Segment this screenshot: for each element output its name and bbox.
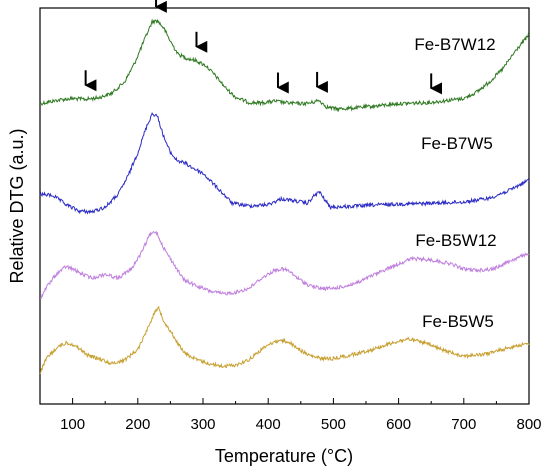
series-layer (39, 18, 530, 374)
series-label-fe-b7w12: Fe-B7W12 (414, 35, 495, 54)
x-tick-label: 200 (125, 416, 150, 433)
x-axis: 100 200 300 400 500 600 700 800 (39, 398, 542, 433)
x-tick-label: 400 (256, 416, 281, 433)
x-axis-label: Temperature (°C) (215, 446, 353, 466)
x-tick-label: 700 (451, 416, 476, 433)
series-labels: Fe-B7W12 Fe-B7W5 Fe-B5W12 Fe-B5W5 (414, 35, 496, 331)
x-tick-label: 100 (60, 416, 85, 433)
y-axis-label: Relative DTG (a.u.) (7, 128, 27, 283)
series-label-fe-b7w5: Fe-B7W5 (421, 134, 493, 153)
series-line-fe-b7w12 (39, 18, 530, 113)
plot-frame (39, 7, 530, 405)
series-line-fe-b5w5 (39, 305, 530, 374)
series-label-fe-b5w12: Fe-B5W12 (415, 231, 496, 250)
x-tick-label: 500 (321, 416, 346, 433)
x-tick-label: 600 (386, 416, 411, 433)
series-label-fe-b5w5: Fe-B5W5 (422, 312, 494, 331)
x-tick-label: 300 (190, 416, 215, 433)
series-line-fe-b7w5 (39, 111, 530, 215)
arrow-layer (84, 0, 443, 95)
series-line-fe-b5w12 (39, 230, 530, 299)
x-tick-label: 800 (516, 416, 541, 433)
